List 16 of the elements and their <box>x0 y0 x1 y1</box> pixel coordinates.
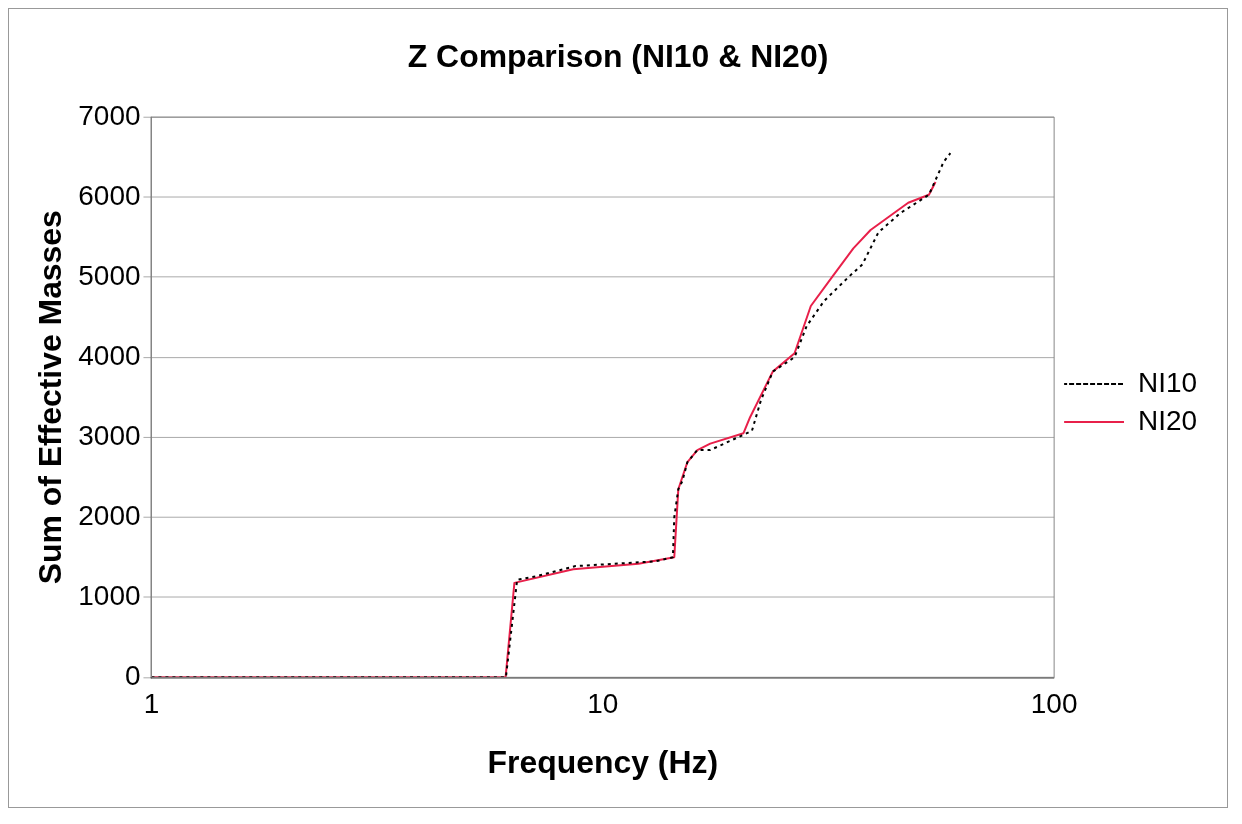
x-axis-title: Frequency (Hz) <box>487 743 719 780</box>
y-tick-label: 3000 <box>78 419 141 451</box>
chart-title: Z Comparison (NI10 & NI20) <box>407 37 829 74</box>
x-tick-label: 1 <box>143 687 160 719</box>
legend-label: NI20 <box>1138 404 1198 436</box>
y-axis-title: Sum of Effective Masses <box>31 210 68 585</box>
y-tick-label: 0 <box>124 660 141 692</box>
x-tick-label: 100 <box>1030 687 1078 719</box>
y-tick-label: 1000 <box>78 580 141 611</box>
legend-label: NI10 <box>1138 366 1198 398</box>
y-tick-label: 7000 <box>78 99 141 131</box>
y-tick-label: 2000 <box>78 499 141 531</box>
x-tick-label: 10 <box>587 687 619 719</box>
y-tick-label: 4000 <box>78 339 141 371</box>
y-tick-label: 5000 <box>78 259 141 291</box>
y-tick-label: 6000 <box>78 179 141 211</box>
